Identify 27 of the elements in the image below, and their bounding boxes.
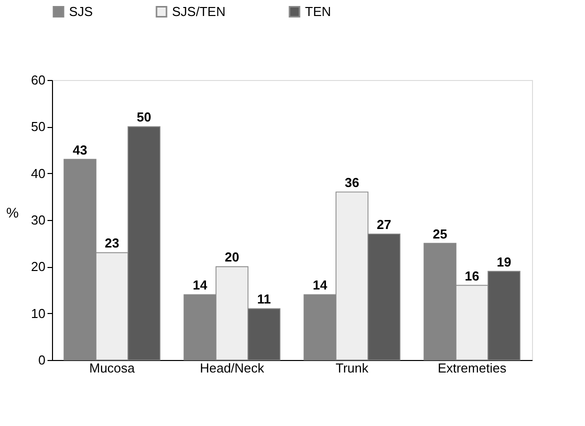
data-label: 14: [192, 278, 208, 293]
x-tick-label: Extremeties: [438, 360, 507, 376]
y-tick-label: 30: [31, 212, 46, 228]
data-label: 16: [464, 268, 480, 284]
y-tick-label: 40: [31, 166, 46, 181]
x-tick-label: Head/Neck: [200, 360, 265, 376]
y-tick-label: 10: [31, 306, 46, 321]
data-label: 43: [72, 142, 88, 158]
y-tick-label: 20: [31, 259, 46, 274]
data-label: 50: [136, 110, 152, 125]
x-tick-label: Trunk: [336, 360, 369, 376]
data-label: 14: [312, 278, 328, 293]
data-label: 20: [224, 250, 240, 265]
y-tick-label: 50: [31, 119, 46, 134]
data-label: 11: [257, 292, 271, 307]
x-tick-label: Mucosa: [89, 360, 136, 376]
y-tick-label: 60: [31, 72, 46, 88]
data-label: 25: [432, 226, 448, 242]
y-axis-title: %: [6, 204, 19, 220]
legend-label: SJS/TEN: [172, 4, 226, 19]
data-label: 36: [344, 175, 360, 190]
legend-label: TEN: [305, 4, 331, 19]
data-label: 27: [376, 217, 392, 232]
data-label: 19: [496, 254, 512, 270]
data-label: 23: [104, 236, 120, 251]
y-tick-label: 0: [38, 352, 46, 368]
legend-label: SJS: [69, 4, 94, 19]
